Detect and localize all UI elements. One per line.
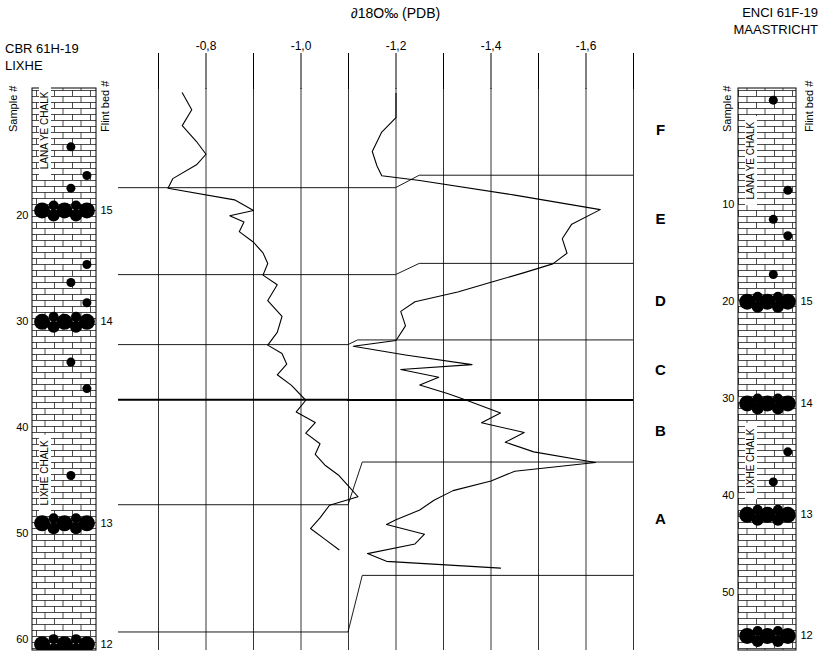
svg-text:10: 10	[722, 198, 734, 210]
svg-text:50: 50	[16, 527, 28, 539]
svg-text:-1,4: -1,4	[481, 39, 502, 53]
svg-text:13: 13	[101, 517, 113, 529]
svg-text:LANA YE CHALK: LANA YE CHALK	[745, 122, 756, 200]
svg-text:13: 13	[801, 508, 813, 520]
svg-text:LANA YE CHALK: LANA YE CHALK	[39, 91, 50, 169]
svg-text:Flint bed #: Flint bed #	[99, 80, 111, 132]
svg-text:-1,6: -1,6	[576, 39, 597, 53]
svg-text:E: E	[655, 210, 665, 227]
svg-text:12: 12	[801, 629, 813, 641]
svg-text:ENCI 61F-19: ENCI 61F-19	[742, 5, 818, 20]
svg-text:-0,8: -0,8	[196, 39, 217, 53]
svg-text:CBR 61H-19: CBR 61H-19	[5, 41, 79, 56]
svg-text:20: 20	[16, 209, 28, 221]
svg-text:Sample #: Sample #	[721, 85, 733, 132]
svg-text:C: C	[655, 361, 666, 378]
svg-text:60: 60	[16, 633, 28, 645]
svg-text:LIXHE CHALK: LIXHE CHALK	[39, 440, 50, 505]
svg-text:Flint bed #: Flint bed #	[803, 80, 815, 132]
svg-text:∂18O‰ (PDB): ∂18O‰ (PDB)	[351, 5, 440, 21]
svg-text:LIXHE: LIXHE	[5, 58, 43, 73]
svg-text:14: 14	[801, 397, 813, 409]
svg-text:15: 15	[101, 204, 113, 216]
svg-text:14: 14	[101, 315, 113, 327]
svg-text:A: A	[655, 510, 666, 527]
svg-text:MAASTRICHT: MAASTRICHT	[734, 22, 819, 37]
svg-text:LIXHE CHALK: LIXHE CHALK	[745, 428, 756, 493]
svg-text:12: 12	[101, 638, 113, 650]
svg-text:20: 20	[722, 295, 734, 307]
svg-text:50: 50	[722, 586, 734, 598]
svg-text:40: 40	[722, 489, 734, 501]
svg-text:30: 30	[722, 392, 734, 404]
svg-text:40: 40	[16, 421, 28, 433]
svg-text:30: 30	[16, 315, 28, 327]
svg-text:B: B	[655, 422, 666, 439]
svg-text:-1,0: -1,0	[291, 39, 312, 53]
svg-text:F: F	[656, 121, 665, 138]
svg-text:Sample #: Sample #	[7, 85, 19, 132]
svg-text:15: 15	[801, 295, 813, 307]
svg-text:D: D	[655, 292, 666, 309]
svg-text:-1,2: -1,2	[386, 39, 407, 53]
